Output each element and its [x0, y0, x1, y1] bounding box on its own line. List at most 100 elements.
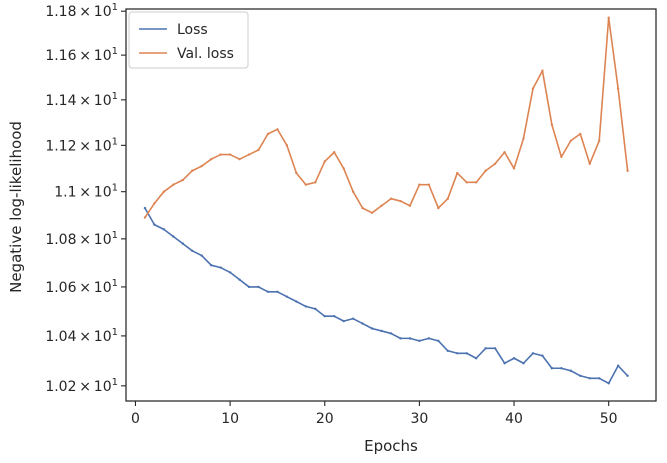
data-point-val-loss	[598, 139, 601, 142]
data-point-loss	[531, 352, 535, 355]
y-tick-label: 1.14 × 101	[45, 91, 118, 109]
plot-frame	[125, 8, 657, 402]
series-points-loss	[143, 206, 629, 385]
series-layer	[143, 16, 629, 385]
data-point-val-loss	[228, 153, 232, 156]
data-point-val-loss	[370, 211, 374, 215]
data-point-val-loss	[437, 206, 440, 210]
data-point-loss	[522, 362, 525, 365]
data-point-loss	[474, 357, 478, 360]
data-point-val-loss	[389, 197, 393, 200]
data-point-val-loss	[522, 137, 525, 140]
data-point-loss	[598, 377, 601, 380]
data-point-val-loss	[323, 160, 326, 163]
y-tick-label: 1.08 × 101	[45, 230, 118, 248]
data-point-val-loss	[191, 169, 194, 172]
series-line-loss	[144, 207, 629, 385]
data-point-loss	[361, 322, 364, 325]
x-tick-label: 0	[131, 411, 140, 427]
data-point-loss	[266, 290, 270, 293]
data-point-loss	[247, 285, 251, 289]
data-point-val-loss	[399, 199, 402, 203]
data-point-val-loss	[238, 157, 241, 161]
data-point-val-loss	[172, 183, 175, 186]
y-tick-label: 1.02 × 101	[45, 377, 118, 395]
data-point-val-loss	[333, 151, 336, 154]
data-point-loss	[446, 349, 449, 352]
data-point-val-loss	[531, 87, 535, 90]
data-point-val-loss	[304, 183, 308, 186]
data-point-loss	[427, 337, 431, 340]
data-point-val-loss	[588, 162, 591, 165]
data-point-val-loss	[418, 183, 421, 186]
data-point-loss	[257, 285, 260, 289]
data-point-loss	[465, 352, 468, 355]
data-point-loss	[626, 374, 629, 377]
data-point-loss	[285, 295, 289, 298]
data-point-val-loss	[474, 181, 478, 184]
data-point-loss	[209, 263, 213, 267]
plot-background	[126, 9, 656, 401]
y-tick-label: 1.1 × 101	[54, 183, 118, 201]
data-point-loss	[295, 300, 298, 303]
data-point-val-loss	[616, 87, 620, 90]
data-point-loss	[342, 319, 345, 323]
data-point-val-loss	[569, 139, 573, 142]
data-point-loss	[333, 315, 336, 318]
y-axis-ticks: 1.02 × 101 1.04 × 101 1.06 × 101 1.08 × 101…	[45, 2, 126, 395]
legend-label-val-loss: Val. loss	[177, 46, 234, 62]
data-point-val-loss	[493, 162, 497, 165]
data-point-loss	[304, 305, 308, 308]
data-point-loss	[181, 242, 184, 245]
data-point-loss	[276, 290, 279, 293]
series-points-val-loss	[143, 16, 629, 219]
data-point-val-loss	[295, 171, 298, 175]
data-point-val-loss	[209, 157, 213, 161]
data-point-loss	[200, 254, 203, 257]
data-point-val-loss	[219, 153, 222, 156]
data-point-loss	[153, 223, 156, 226]
data-point-val-loss	[465, 181, 468, 184]
data-point-val-loss	[162, 190, 166, 193]
data-point-val-loss	[626, 169, 629, 172]
data-point-loss	[314, 307, 317, 311]
data-point-val-loss	[427, 183, 431, 186]
data-point-loss	[437, 339, 440, 343]
data-point-loss	[579, 374, 582, 377]
data-point-val-loss	[181, 178, 184, 182]
data-point-val-loss	[351, 190, 355, 193]
y-tick-label: 1.06 × 101	[45, 278, 118, 296]
x-axis-ticks: 0 10 20 30 40 50	[131, 401, 618, 427]
data-point-loss	[484, 347, 487, 350]
data-point-loss	[238, 278, 241, 281]
data-point-val-loss	[266, 132, 270, 136]
data-point-loss	[569, 369, 573, 372]
data-point-val-loss	[550, 123, 554, 126]
data-point-loss	[162, 228, 166, 231]
x-tick-label: 50	[600, 411, 618, 427]
y-axis-label: Negative log-likelihood	[7, 121, 25, 293]
data-point-loss	[228, 271, 232, 274]
data-point-loss	[191, 249, 194, 252]
y-tick-label: 1.18 × 101	[45, 2, 118, 20]
x-tick-label: 10	[221, 411, 239, 427]
data-point-val-loss	[200, 164, 203, 168]
data-point-loss	[588, 377, 591, 380]
data-point-loss	[399, 337, 402, 340]
data-point-val-loss	[285, 144, 289, 147]
data-point-loss	[418, 339, 421, 343]
data-point-loss	[323, 315, 326, 318]
data-point-loss	[607, 382, 610, 385]
data-point-loss	[493, 347, 497, 350]
data-point-loss	[370, 327, 374, 330]
data-point-loss	[351, 317, 355, 320]
data-point-val-loss	[276, 128, 279, 131]
data-point-val-loss	[314, 181, 317, 184]
data-point-val-loss	[512, 167, 516, 170]
data-point-val-loss	[361, 206, 364, 210]
data-point-val-loss	[257, 148, 260, 152]
data-point-val-loss	[247, 153, 251, 156]
x-axis-label: Epochs	[364, 437, 418, 455]
data-point-loss	[219, 266, 222, 269]
y-tick-label: 1.04 × 101	[45, 327, 118, 345]
